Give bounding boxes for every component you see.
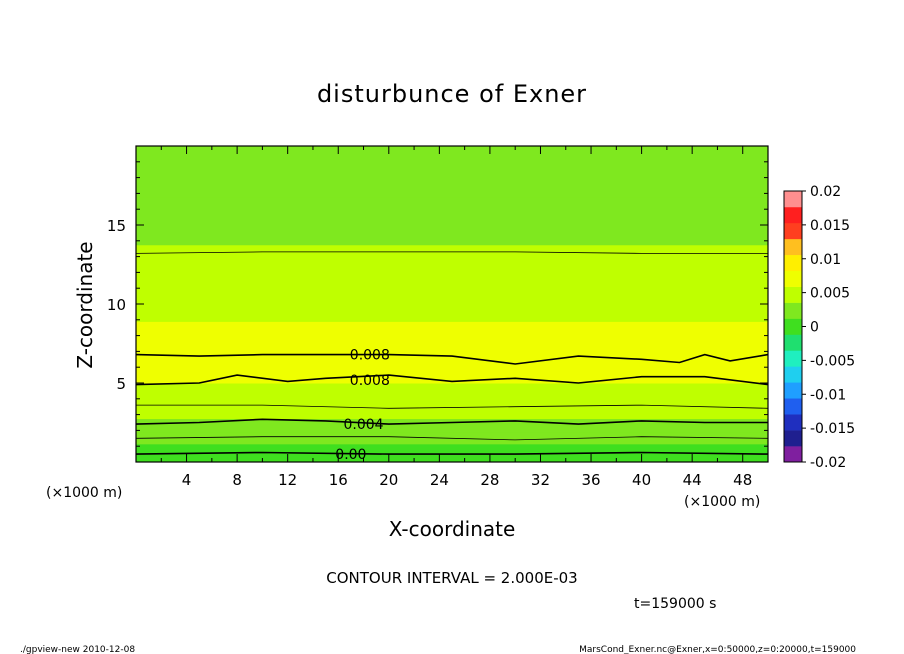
y-tick-label: 10: [107, 296, 126, 314]
colorbar-label: -0.01: [810, 387, 846, 403]
colorbar-swatch: [784, 238, 802, 256]
colorbar-label: 0.02: [810, 184, 841, 200]
band-5: [136, 383, 768, 405]
colorbar-swatch: [784, 334, 802, 351]
band-8: [136, 284, 768, 322]
contour-interval: CONTOUR INTERVAL = 2.000E-03: [326, 569, 577, 587]
band-10: [136, 197, 768, 246]
y-tick-label: 15: [107, 217, 126, 235]
x-unit-left: (×1000 m): [46, 485, 122, 501]
colorbar-swatch: [784, 302, 802, 319]
x-tick-label: 48: [733, 471, 752, 489]
band-1: [136, 443, 768, 455]
x-tick-label: 8: [232, 471, 242, 489]
x-tick-label: 44: [683, 471, 702, 489]
colorbar-label: 0: [810, 320, 819, 336]
band-11: [136, 146, 768, 198]
colorbar-swatch: [784, 382, 802, 399]
colorbar-label: -0.015: [810, 421, 855, 437]
colorbar-label: -0.005: [810, 353, 855, 369]
colorbar-swatch: [784, 270, 802, 287]
contour-line-0: [135, 353, 769, 365]
x-tick-label: 24: [430, 471, 449, 489]
contour-line-5: [135, 436, 769, 441]
band-9: [136, 244, 768, 285]
contour-line-3: [135, 251, 768, 254]
contour-label-0: 0.008: [350, 348, 390, 364]
colorbar-swatch: [784, 191, 802, 208]
y-axis-label: Z-coordinate: [73, 241, 97, 368]
x-tick-label: 4: [182, 471, 192, 489]
colorbar-label: 0.015: [810, 218, 850, 234]
band-6: [136, 354, 768, 384]
footer-left: ./gpview-new 2010-12-08: [20, 645, 135, 654]
colorbar-label: -0.02: [810, 455, 846, 471]
band-4: [136, 403, 768, 420]
x-tick-label: 36: [581, 471, 600, 489]
contour-line-2: [136, 404, 769, 409]
footer-right: MarsCond_Exner.nc@Exner,x=0:50000,z=0:20…: [579, 645, 856, 654]
time-label: t=159000 s: [634, 596, 716, 612]
colorbar-swatch: [784, 350, 802, 367]
contour-line-4: [135, 418, 768, 425]
contour-label-1: 0.008: [350, 373, 390, 389]
colorbar-swatch: [784, 398, 802, 415]
x-unit-right: (×1000 m): [684, 494, 760, 510]
contour-line-6: [135, 451, 769, 455]
colorbar-swatch: [784, 366, 802, 383]
colorbar: 0.02 0.015 0.01 0.005 0 -0.005 -0.01 -0.015 -0.0…: [783, 184, 855, 471]
x-axis-label: X-coordinate: [389, 517, 516, 541]
colorbar-swatch: [784, 318, 802, 335]
y-tick-label: 5: [116, 375, 126, 393]
x-tick-label: 16: [329, 471, 348, 489]
colorbar-swatch: [784, 414, 802, 431]
x-tick-label: 32: [531, 471, 550, 489]
colorbar-swatch: [784, 254, 802, 272]
x-tick-label: 20: [379, 471, 398, 489]
band-7: [136, 321, 768, 356]
x-tick-label: 28: [480, 471, 499, 489]
colorbar-swatch: [784, 206, 802, 224]
x-tick-label: 12: [278, 471, 297, 489]
chart-title: disturbunce of Exner: [317, 80, 587, 108]
contour-label-3: 0.00: [335, 447, 366, 463]
colorbar-swatch: [784, 446, 802, 463]
contour-line-1: [135, 374, 769, 386]
band-0: [136, 454, 768, 463]
x-tick-label: 40: [632, 471, 651, 489]
colorbar-label: 0.005: [810, 286, 850, 302]
colorbar-swatch: [784, 222, 802, 240]
colorbar-swatch: [784, 286, 802, 303]
contour-label-2: 0.004: [343, 417, 383, 433]
colorbar-label: 0.01: [810, 252, 841, 268]
colorbar-swatch: [784, 430, 802, 447]
